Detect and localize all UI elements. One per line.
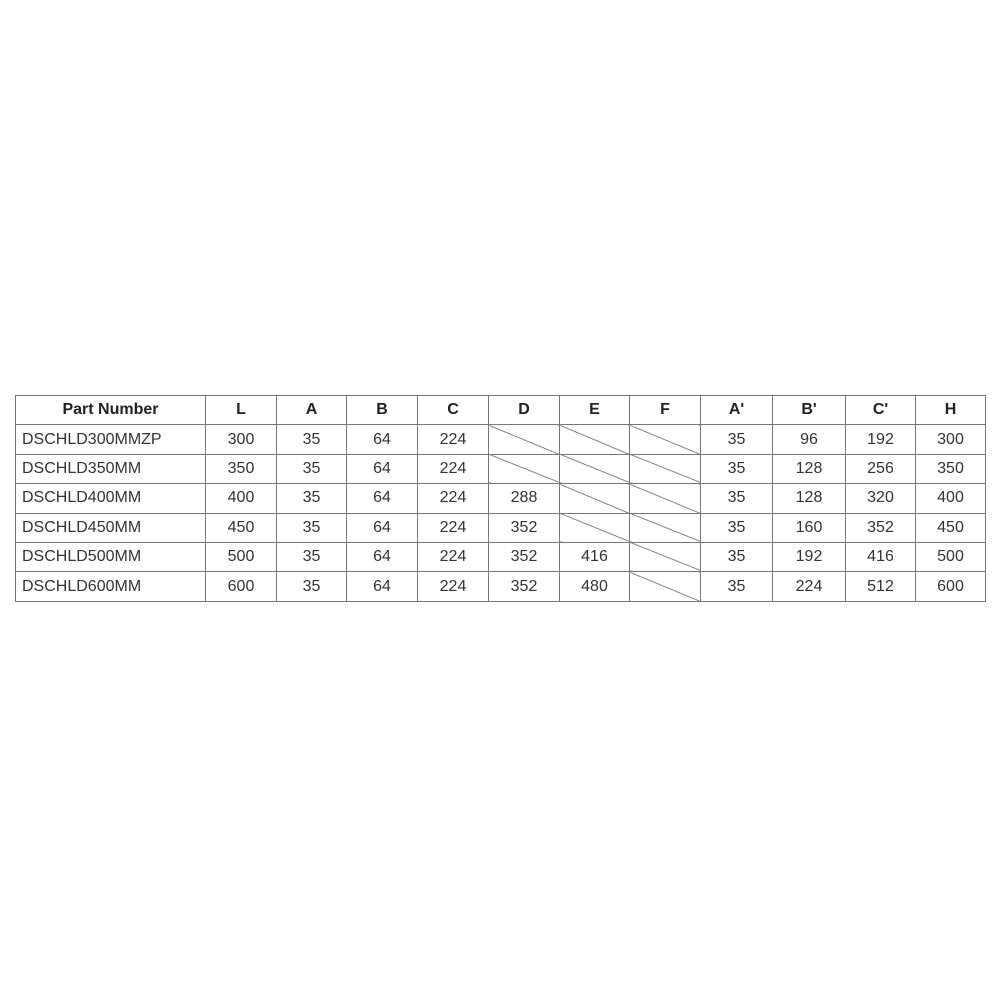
not-applicable-cell: [559, 424, 630, 455]
value-cell: 352: [488, 571, 560, 602]
header-cell: A: [276, 394, 347, 426]
value-cell: 64: [346, 483, 418, 514]
value-cell: 160: [772, 512, 846, 543]
not-applicable-cell: [559, 453, 630, 485]
value-cell: 500: [205, 541, 277, 573]
value-cell: 224: [417, 541, 489, 573]
value-cell: 64: [346, 571, 418, 602]
value-cell: 450: [205, 512, 277, 543]
table-row: DSCHLD600MM 600 35 64 224 352 480 35 224 512 600: [15, 571, 986, 602]
value-cell: 35: [700, 483, 773, 514]
not-applicable-cell: [559, 512, 630, 543]
value-cell: 224: [417, 424, 489, 455]
part-number-cell: DSCHLD300MMZP: [15, 424, 206, 455]
part-number-cell: DSCHLD600MM: [15, 571, 206, 602]
part-number-cell: DSCHLD400MM: [15, 483, 206, 514]
value-cell: 320: [845, 483, 916, 514]
value-cell: 416: [559, 541, 630, 573]
table-row: DSCHLD300MMZP 300 35 64 224 35 96 192 300: [15, 424, 986, 455]
not-applicable-cell: [629, 483, 701, 514]
value-cell: 350: [915, 453, 986, 485]
part-number-cell: DSCHLD350MM: [15, 453, 206, 485]
value-cell: 450: [915, 512, 986, 543]
header-cell: H: [915, 394, 986, 426]
value-cell: 480: [559, 571, 630, 602]
value-cell: 35: [276, 512, 347, 543]
value-cell: 288: [488, 483, 560, 514]
value-cell: 35: [276, 424, 347, 455]
table-row: DSCHLD400MM 400 35 64 224 288 35 128 320 400: [15, 483, 986, 514]
value-cell: 352: [845, 512, 916, 543]
header-row: Part Number L A B C D E F A' B' C' H: [15, 394, 986, 426]
value-cell: 400: [915, 483, 986, 514]
value-cell: 500: [915, 541, 986, 573]
value-cell: 416: [845, 541, 916, 573]
header-cell: A': [700, 394, 773, 426]
value-cell: 35: [276, 541, 347, 573]
not-applicable-cell: [488, 453, 560, 485]
value-cell: 300: [915, 424, 986, 455]
value-cell: 96: [772, 424, 846, 455]
value-cell: 64: [346, 424, 418, 455]
part-number-cell: DSCHLD450MM: [15, 512, 206, 543]
value-cell: 400: [205, 483, 277, 514]
value-cell: 224: [772, 571, 846, 602]
value-cell: 192: [845, 424, 916, 455]
header-cell: L: [205, 394, 277, 426]
value-cell: 35: [700, 424, 773, 455]
not-applicable-cell: [629, 541, 701, 573]
value-cell: 35: [276, 571, 347, 602]
value-cell: 35: [700, 571, 773, 602]
dimensions-table: Part Number L A B C D E F A' B' C' H DSCHLD300MMZP 3…: [15, 394, 986, 602]
header-cell: C': [845, 394, 916, 426]
header-cell: D: [488, 394, 560, 426]
value-cell: 35: [276, 483, 347, 514]
value-cell: 512: [845, 571, 916, 602]
not-applicable-cell: [488, 424, 560, 455]
value-cell: 35: [700, 453, 773, 485]
not-applicable-cell: [629, 571, 701, 602]
value-cell: 192: [772, 541, 846, 573]
value-cell: 128: [772, 483, 846, 514]
table-row: DSCHLD450MM 450 35 64 224 352 35 160 352 450: [15, 512, 986, 543]
value-cell: 224: [417, 483, 489, 514]
not-applicable-cell: [629, 512, 701, 543]
value-cell: 224: [417, 571, 489, 602]
value-cell: 64: [346, 541, 418, 573]
value-cell: 600: [205, 571, 277, 602]
value-cell: 350: [205, 453, 277, 485]
value-cell: 224: [417, 512, 489, 543]
value-cell: 35: [700, 512, 773, 543]
not-applicable-cell: [629, 424, 701, 455]
value-cell: 128: [772, 453, 846, 485]
value-cell: 64: [346, 512, 418, 543]
table-row: DSCHLD500MM 500 35 64 224 352 416 35 192 416 500: [15, 541, 986, 573]
value-cell: 256: [845, 453, 916, 485]
header-part-number: Part Number: [15, 394, 206, 426]
value-cell: 35: [700, 541, 773, 573]
not-applicable-cell: [629, 453, 701, 485]
value-cell: 352: [488, 541, 560, 573]
table-row: DSCHLD350MM 350 35 64 224 35 128 256 350: [15, 453, 986, 485]
header-cell: B': [772, 394, 846, 426]
value-cell: 224: [417, 453, 489, 485]
value-cell: 35: [276, 453, 347, 485]
value-cell: 300: [205, 424, 277, 455]
not-applicable-cell: [559, 483, 630, 514]
header-cell: C: [417, 394, 489, 426]
value-cell: 600: [915, 571, 986, 602]
part-number-cell: DSCHLD500MM: [15, 541, 206, 573]
header-cell: E: [559, 394, 630, 426]
header-cell: B: [346, 394, 418, 426]
value-cell: 352: [488, 512, 560, 543]
value-cell: 64: [346, 453, 418, 485]
header-cell: F: [629, 394, 701, 426]
